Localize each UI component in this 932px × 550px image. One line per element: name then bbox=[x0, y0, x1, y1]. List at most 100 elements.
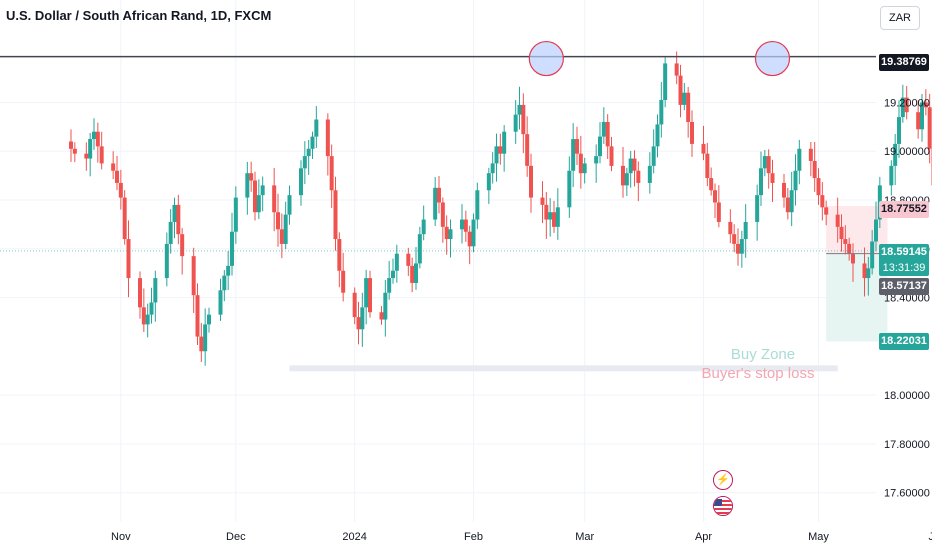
candle-body bbox=[762, 156, 767, 169]
candle-body bbox=[253, 180, 257, 213]
buy-zone-label: Buy Zone bbox=[731, 346, 795, 363]
x-tick-label: Feb bbox=[464, 531, 483, 543]
candle-body bbox=[195, 295, 200, 337]
candle-body bbox=[364, 278, 369, 308]
candle-body bbox=[793, 170, 798, 191]
candle bbox=[92, 118, 96, 150]
candle bbox=[517, 86, 522, 130]
us-flag-icon[interactable] bbox=[713, 496, 733, 516]
candle bbox=[686, 86, 691, 138]
candle bbox=[739, 230, 744, 268]
candle-body bbox=[713, 190, 717, 203]
candle-body bbox=[843, 239, 848, 244]
lightning-icon[interactable]: ⚡ bbox=[713, 470, 733, 490]
candle bbox=[391, 258, 395, 284]
candle-body bbox=[808, 148, 813, 161]
support-band bbox=[289, 365, 838, 372]
candle bbox=[287, 185, 292, 225]
candle bbox=[797, 139, 802, 185]
candle bbox=[180, 228, 185, 275]
candle-body bbox=[383, 292, 388, 320]
candle-body bbox=[578, 153, 583, 174]
candle-body bbox=[249, 173, 254, 181]
candle-body bbox=[272, 185, 277, 213]
candle bbox=[862, 247, 867, 297]
chart-overlays bbox=[0, 40, 888, 255]
candle-body bbox=[302, 156, 307, 169]
candle bbox=[168, 209, 173, 254]
candle bbox=[122, 190, 127, 245]
candle bbox=[314, 106, 319, 148]
candle bbox=[417, 226, 422, 269]
candle bbox=[494, 133, 499, 182]
candle-body bbox=[333, 190, 338, 240]
candle-body bbox=[927, 107, 932, 149]
x-tick-label: Nov bbox=[111, 531, 131, 543]
x-tick-label: 2024 bbox=[342, 531, 366, 543]
candle-body bbox=[379, 312, 384, 320]
candle bbox=[69, 129, 73, 162]
candle-body bbox=[207, 314, 211, 325]
candle bbox=[632, 150, 637, 187]
currency-button[interactable]: ZAR bbox=[880, 6, 920, 30]
candle-body bbox=[356, 317, 361, 330]
resistance-price-tag: 19.38769 bbox=[879, 54, 929, 71]
candle bbox=[88, 133, 93, 177]
y-tick-label: 17.60000 bbox=[884, 488, 930, 500]
candle-body bbox=[437, 187, 441, 203]
candle bbox=[709, 167, 714, 196]
candle-body bbox=[862, 263, 867, 279]
candle-body bbox=[521, 104, 526, 135]
candle bbox=[598, 122, 602, 164]
candle bbox=[824, 200, 829, 226]
candle bbox=[647, 152, 652, 194]
candle-body bbox=[498, 146, 503, 154]
stop-price-tag: 18.77552 bbox=[879, 201, 929, 218]
candle-body bbox=[874, 219, 878, 242]
candle bbox=[594, 144, 599, 183]
candle bbox=[889, 160, 894, 196]
profit-target-zone bbox=[826, 253, 888, 342]
candle-body bbox=[705, 153, 710, 179]
candle bbox=[843, 225, 848, 255]
candle-body bbox=[230, 231, 234, 266]
candle bbox=[276, 193, 280, 247]
candle-body bbox=[471, 219, 476, 247]
candle-body bbox=[360, 307, 365, 330]
axes: 19.2000019.0000018.8000018.6000018.40000… bbox=[111, 97, 932, 543]
candle-body bbox=[352, 292, 357, 318]
candle bbox=[755, 184, 760, 241]
candle bbox=[548, 198, 553, 237]
current-price-tag: 18.59145 13:31:39 bbox=[879, 244, 929, 276]
candle bbox=[716, 185, 721, 228]
candle-body bbox=[118, 182, 123, 198]
candle-body bbox=[609, 146, 614, 166]
candle bbox=[874, 201, 878, 252]
candle bbox=[249, 161, 254, 192]
candle-body bbox=[920, 102, 924, 130]
candle bbox=[218, 278, 223, 321]
chart-grid bbox=[0, 0, 876, 522]
candle-body bbox=[582, 163, 587, 174]
candle bbox=[283, 201, 288, 250]
candle bbox=[636, 161, 641, 202]
candle-body bbox=[893, 143, 898, 166]
candle bbox=[762, 149, 767, 177]
candle bbox=[900, 84, 905, 123]
candle-body bbox=[847, 243, 852, 254]
candle-body bbox=[851, 253, 855, 264]
candle bbox=[406, 247, 411, 276]
candle-body bbox=[755, 195, 760, 222]
candle-body bbox=[897, 117, 901, 144]
candle-body bbox=[839, 226, 844, 240]
candle bbox=[230, 212, 234, 276]
candle bbox=[490, 152, 495, 184]
candle-body bbox=[329, 156, 334, 191]
candle bbox=[659, 82, 664, 138]
candle bbox=[463, 210, 468, 242]
candle-body bbox=[916, 112, 921, 130]
candle-body bbox=[448, 229, 453, 240]
candle bbox=[115, 156, 119, 191]
candle bbox=[440, 197, 445, 243]
